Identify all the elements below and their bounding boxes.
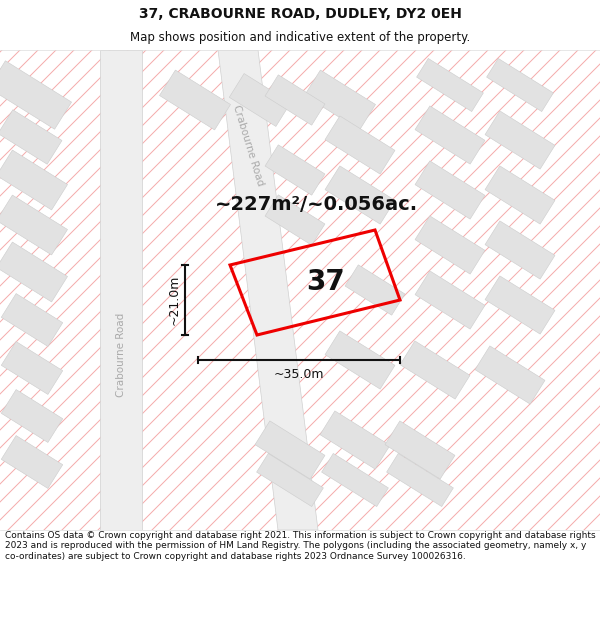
Bar [0,61,71,129]
Bar [400,341,470,399]
Bar [1,436,63,489]
Text: Map shows position and indicative extent of the property.: Map shows position and indicative extent… [130,31,470,44]
Bar [325,166,395,224]
Bar [485,111,555,169]
Bar [0,242,68,302]
Bar [0,195,68,255]
Bar [265,195,325,245]
Text: ~35.0m: ~35.0m [274,368,324,381]
Bar [257,454,323,506]
Bar [475,346,545,404]
Bar [325,116,395,174]
Bar [415,271,485,329]
Bar [385,421,455,479]
Bar [485,221,555,279]
Text: ~21.0m: ~21.0m [168,275,181,325]
Bar [416,59,484,111]
Bar [229,74,291,126]
Bar [325,331,395,389]
Bar [415,106,485,164]
Text: Crabourne Road: Crabourne Road [231,103,265,187]
Bar [1,389,63,442]
Bar [415,216,485,274]
Bar [0,110,62,164]
Text: Contains OS data © Crown copyright and database right 2021. This information is : Contains OS data © Crown copyright and d… [5,531,595,561]
Polygon shape [100,50,142,530]
Bar [1,341,63,394]
Text: Crabourne Road: Crabourne Road [116,313,126,397]
Bar [415,161,485,219]
Text: ~227m²/~0.056ac.: ~227m²/~0.056ac. [215,196,418,214]
Polygon shape [218,50,318,530]
Bar [255,421,325,479]
Bar [1,294,63,346]
Bar [487,59,553,111]
Bar [320,411,390,469]
Bar [160,70,230,130]
Bar [485,166,555,224]
Text: 37: 37 [306,269,345,296]
Bar [304,70,376,130]
Text: 37, CRABOURNE ROAD, DUDLEY, DY2 0EH: 37, CRABOURNE ROAD, DUDLEY, DY2 0EH [139,7,461,21]
Bar [265,145,325,195]
Bar [265,75,325,125]
Bar [0,150,68,210]
Bar [322,454,388,506]
Bar [386,454,454,506]
Bar [345,265,405,315]
Bar [485,276,555,334]
